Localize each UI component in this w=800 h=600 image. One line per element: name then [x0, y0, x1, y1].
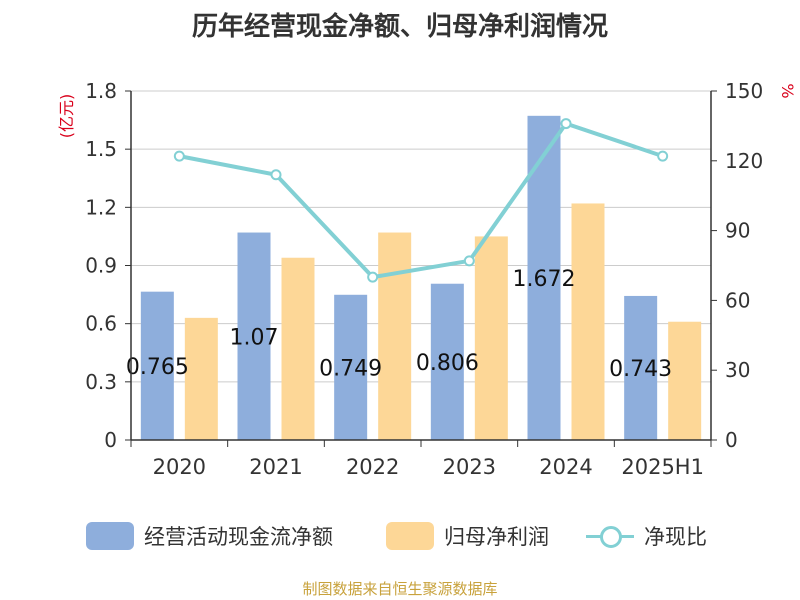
- bar-netprofit: [378, 232, 412, 440]
- y-left-tick-label: 1.5: [85, 137, 117, 161]
- data-label-cashflow: 0.749: [319, 356, 382, 381]
- legend-item-netprofit[interactable]: 归母净利润: [386, 516, 549, 556]
- data-label-cashflow: 0.765: [126, 355, 189, 380]
- point-ratio: [270, 169, 282, 181]
- bar-cashflow: [624, 295, 658, 440]
- bar-cashflow: [334, 294, 368, 440]
- legend-item-cashflow[interactable]: 经营活动现金流净额: [86, 516, 333, 556]
- y-left-tick-label: 0.6: [85, 312, 117, 336]
- point-ratio: [367, 271, 379, 283]
- y-left-tick-label: 0.3: [85, 370, 117, 394]
- point-ratio: [463, 255, 475, 267]
- legend-swatch-ratio: [586, 522, 634, 550]
- legend-label-ratio: 净现比: [644, 525, 707, 549]
- y-right-tick-label: 0: [725, 428, 738, 452]
- bar-netprofit: [281, 257, 315, 440]
- legend: 经营活动现金流净额 归母净利润 净现比: [0, 516, 800, 556]
- legend-label-cashflow: 经营活动现金流净额: [144, 525, 333, 549]
- data-label-cashflow: 1.07: [230, 325, 279, 350]
- point-ratio: [560, 118, 572, 130]
- legend-swatch-netprofit: [386, 522, 434, 550]
- x-tick-label: 2021: [249, 455, 302, 479]
- bar-netprofit: [474, 236, 508, 440]
- legend-item-ratio[interactable]: 净现比: [586, 516, 707, 556]
- x-tick-label: 2025H1: [621, 455, 704, 479]
- bar-netprofit: [668, 321, 702, 440]
- y-right-unit-label: %: [778, 83, 797, 98]
- point-ratio: [173, 150, 185, 162]
- legend-label-netprofit: 归母净利润: [444, 525, 549, 549]
- bar-netprofit: [184, 317, 218, 440]
- bar-netprofit: [571, 203, 605, 440]
- data-label-cashflow: 1.672: [513, 267, 576, 292]
- y-right-tick-label: 60: [725, 288, 750, 312]
- y-left-tick-label: 1.8: [85, 79, 117, 103]
- x-tick-label: 2024: [539, 455, 592, 479]
- x-tick-label: 2022: [346, 455, 399, 479]
- data-label-cashflow: 0.806: [416, 351, 479, 376]
- y-right-tick-label: 150: [725, 79, 763, 103]
- series-line-ratio: [178, 121, 664, 280]
- legend-swatch-cashflow: [86, 522, 134, 550]
- chart-title: 历年经营现金净额、归母净利润情况: [191, 12, 608, 42]
- y-right-tick-label: 30: [725, 358, 750, 382]
- bar-cashflow: [430, 283, 464, 440]
- y-left-tick-label: 0.9: [85, 254, 117, 278]
- y-left-tick-label: 0: [104, 428, 117, 452]
- bar-cashflow: [140, 291, 174, 440]
- y-right-tick-label: 120: [725, 149, 763, 173]
- x-tick-label: 2020: [153, 455, 206, 479]
- bar-cashflow: [237, 232, 271, 440]
- y-left-tick-label: 1.2: [85, 195, 117, 219]
- y-right-tick-label: 90: [725, 219, 750, 243]
- y-left-unit-label: (亿元): [57, 94, 76, 139]
- x-tick-label: 2023: [443, 455, 496, 479]
- point-ratio: [657, 150, 669, 162]
- data-source-note: 制图数据来自恒生聚源数据库: [302, 580, 498, 598]
- data-label-cashflow: 0.743: [609, 357, 672, 382]
